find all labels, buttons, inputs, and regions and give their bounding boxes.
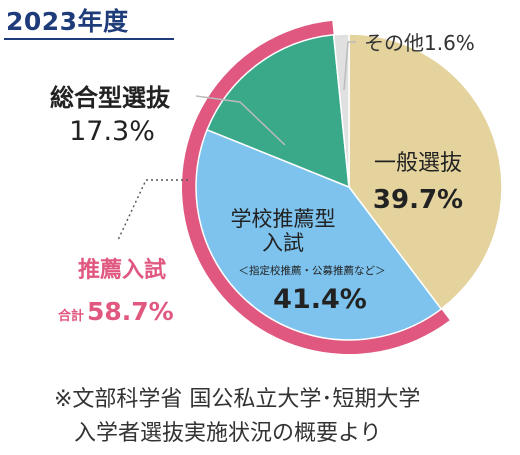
source-line-2: 入学者選抜実施状況の概要より	[74, 421, 382, 446]
leader-line-suisen	[117, 179, 188, 241]
slice-gakko-suisen	[195, 128, 443, 341]
total-value-suisen: 58.7%	[87, 297, 174, 326]
label-gakko-1: 学校推薦型	[231, 207, 336, 231]
slice-ippan	[348, 33, 503, 311]
slice-sogo	[206, 33, 350, 189]
sublabel-gakko: ＜指定校推薦・公募推薦など＞	[239, 264, 386, 277]
value-sogo: 17.3%	[69, 116, 155, 147]
title-underline	[4, 38, 174, 40]
source-line-1: ※文部科学省 国公私立大学･短期大学	[54, 387, 421, 412]
leader-line-sogo	[195, 95, 286, 146]
chart-title: 2023年度	[6, 7, 129, 36]
label-other: その他1.6%	[364, 31, 475, 55]
total-label-suisen: 合計	[58, 308, 84, 324]
leader-line-other	[343, 41, 356, 91]
label-suisen: 推薦入試	[78, 257, 166, 283]
value-ippan: 39.7%	[373, 185, 463, 215]
label-ippan: 一般選抜	[374, 151, 462, 176]
label-gakko-2: 入試	[262, 231, 304, 255]
pie-chart: その他1.6% 総合型選抜 17.3% 一般選抜 39.7% 学校推薦型 入試 …	[50, 20, 503, 354]
label-sogo: 総合型選抜	[50, 84, 171, 112]
value-gakko: 41.4%	[273, 284, 367, 315]
